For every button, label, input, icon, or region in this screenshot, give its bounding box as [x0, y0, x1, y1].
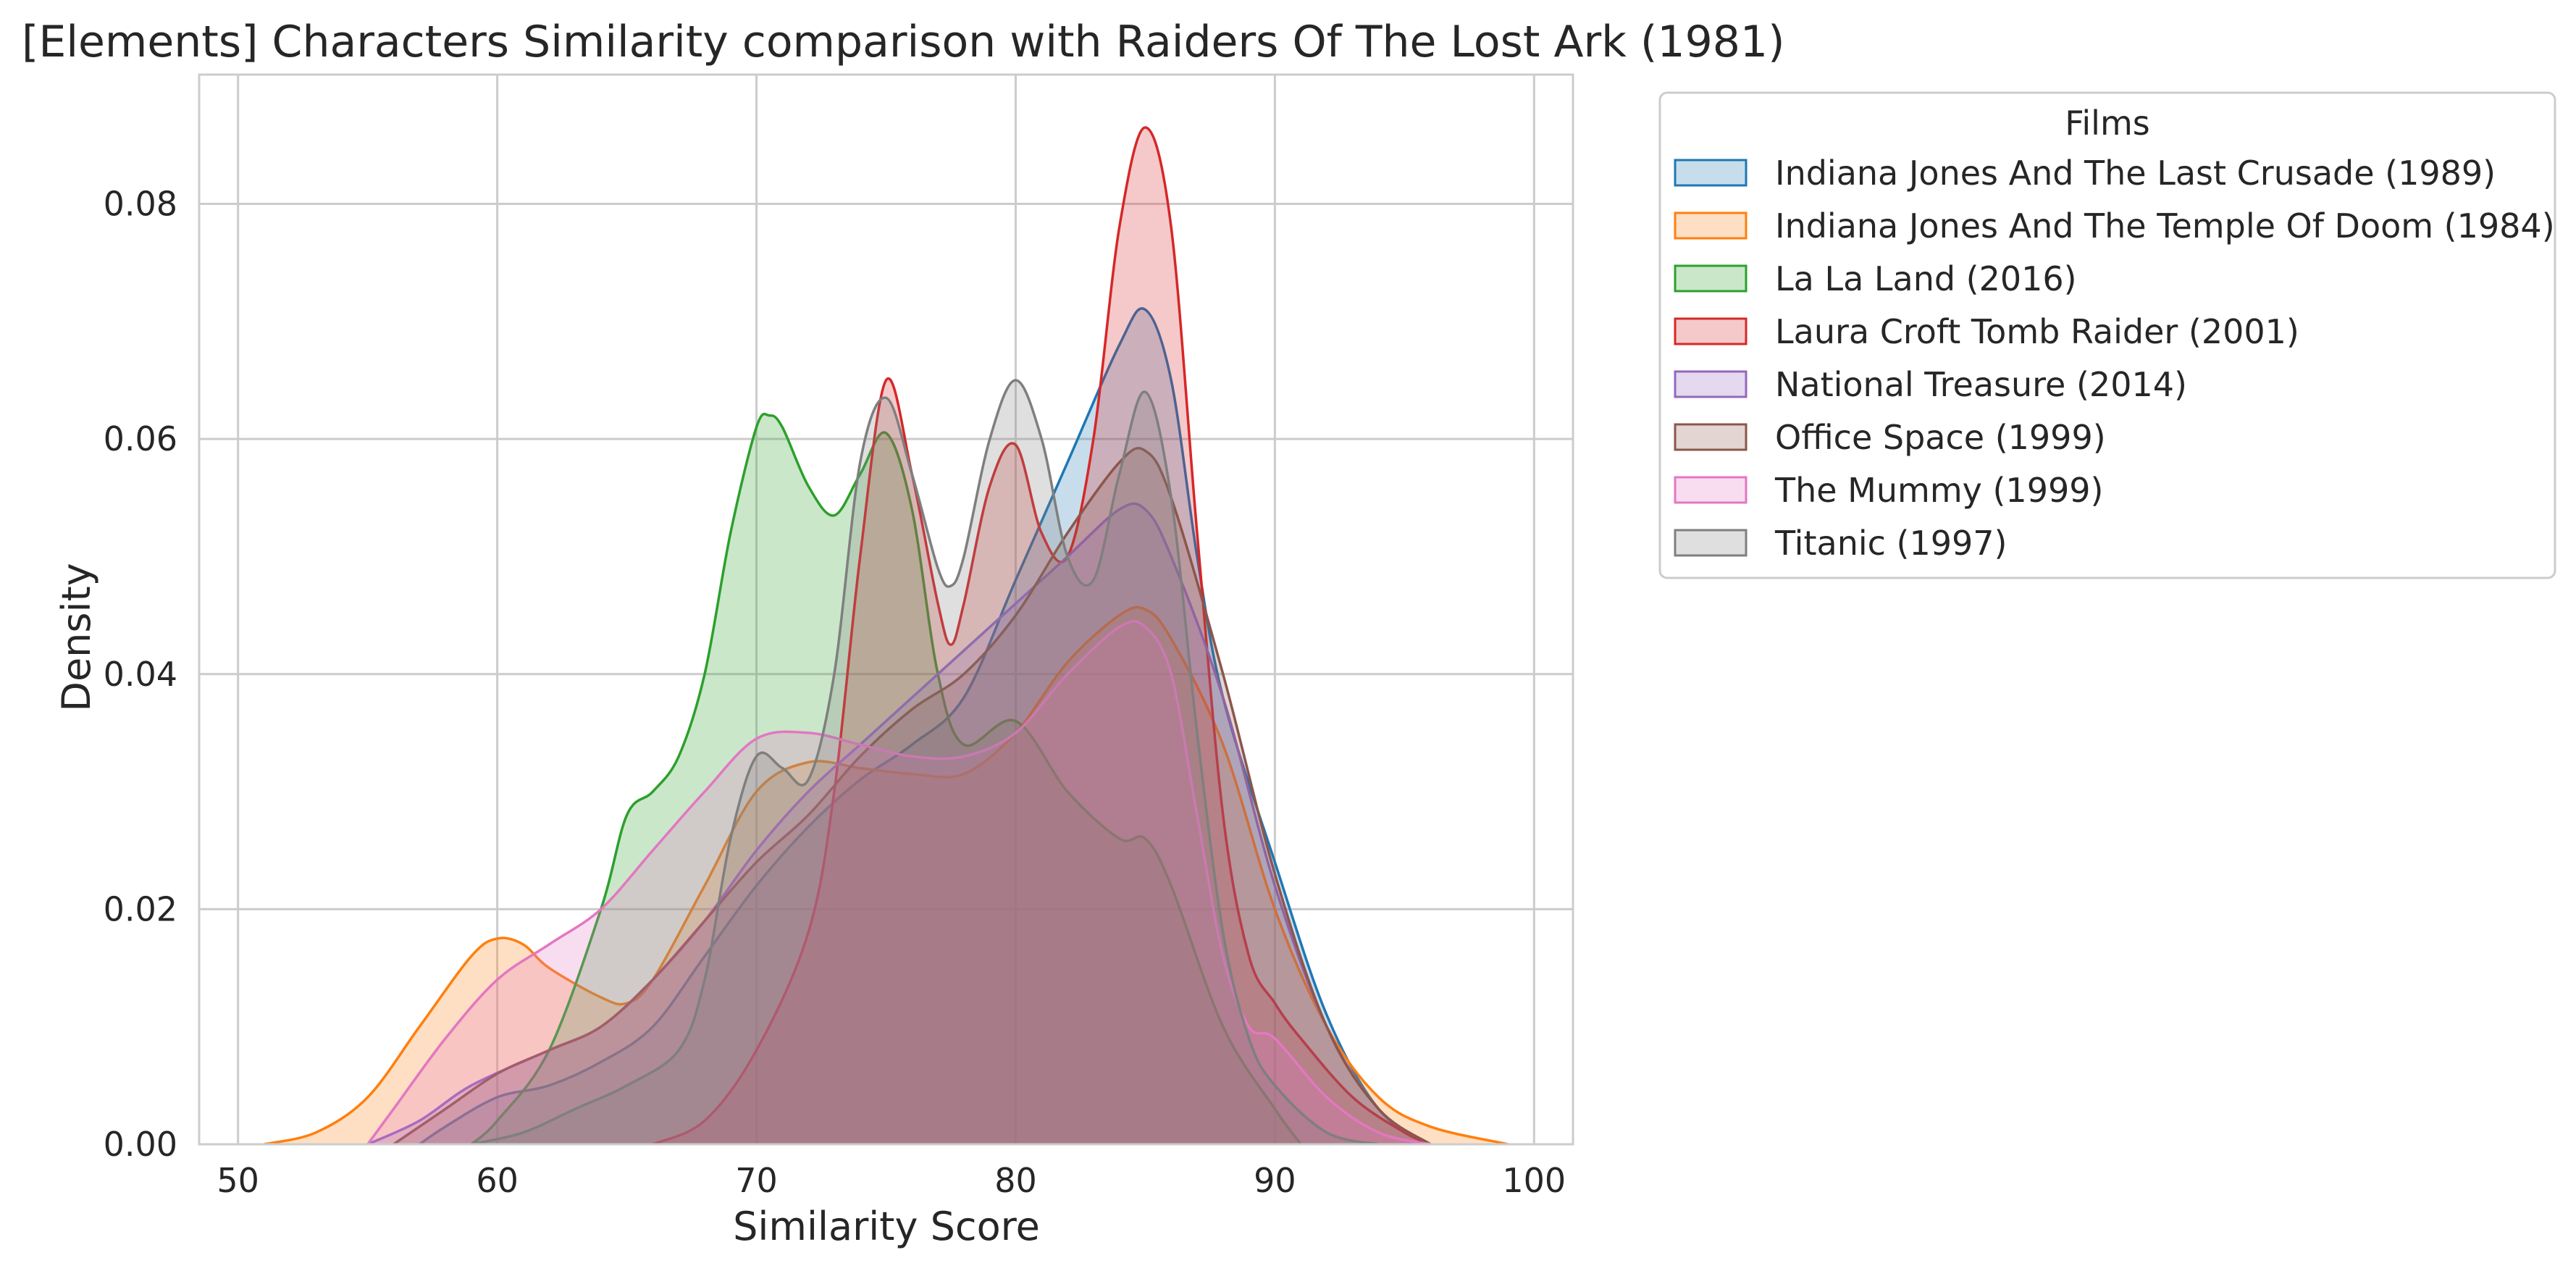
legend-item: Indiana Jones And The Temple Of Doom (19… — [1674, 206, 2555, 246]
series-area — [471, 380, 1379, 1144]
legend-item: Titanic (1997) — [1674, 524, 2007, 563]
series-area — [367, 621, 1431, 1144]
series-line — [471, 379, 1379, 1146]
legend-item: La La Land (2016) — [1674, 259, 2077, 298]
y-tick-label: 0.08 — [104, 185, 177, 224]
y-tick-label: 0.06 — [104, 419, 177, 458]
series-8 — [471, 379, 1379, 1146]
legend-title: Films — [2065, 104, 2149, 143]
series-area — [367, 503, 1431, 1144]
legend-items: Indiana Jones And The Last Crusade (1989… — [1674, 154, 2555, 563]
series-6 — [393, 447, 1432, 1146]
legend-item: National Treasure (2014) — [1674, 365, 2187, 404]
legend-box — [1658, 91, 2556, 579]
legend-swatch — [1674, 476, 1748, 504]
legend-label: Indiana Jones And The Temple Of Doom (19… — [1775, 206, 2555, 246]
legend-label: La La Land (2016) — [1775, 259, 2077, 298]
y-tick-label: 0.02 — [104, 889, 177, 928]
series-line — [470, 412, 1302, 1146]
x-tick-label: 100 — [1502, 1161, 1566, 1200]
legend-swatch — [1674, 211, 1748, 240]
y-axis-label: Density — [54, 563, 99, 711]
series-area — [393, 448, 1431, 1144]
series-layer — [264, 126, 1509, 1146]
legend-swatch — [1674, 529, 1748, 557]
chart-title: [Elements] Characters Similarity compari… — [22, 17, 1785, 67]
x-tick-label: 80 — [994, 1161, 1037, 1200]
series-area — [653, 127, 1431, 1144]
x-tick-label: 60 — [476, 1161, 519, 1200]
legend-label: National Treasure (2014) — [1775, 365, 2187, 404]
series-3 — [470, 412, 1302, 1146]
series-7 — [366, 619, 1431, 1146]
x-tick-label: 50 — [217, 1161, 259, 1200]
legend: Films Indiana Jones And The Last Crusade… — [1658, 91, 2556, 579]
y-tick-label: 0.04 — [104, 655, 177, 694]
series-line — [393, 447, 1432, 1146]
legend-label: Titanic (1997) — [1774, 524, 2007, 563]
legend-item: The Mummy (1999) — [1674, 471, 2103, 510]
x-axis-label: Similarity Score — [733, 1204, 1040, 1249]
legend-item: Office Space (1999) — [1674, 418, 2106, 457]
legend-item: Indiana Jones And The Last Crusade (1989… — [1674, 154, 2496, 193]
series-line — [366, 619, 1431, 1146]
legend-label: Office Space (1999) — [1775, 418, 2106, 457]
y-tick-label: 0.00 — [104, 1125, 177, 1164]
legend-swatch — [1674, 264, 1748, 293]
legend-swatch — [1674, 423, 1748, 451]
legend-swatch — [1674, 370, 1748, 398]
legend-swatch — [1674, 159, 1748, 187]
legend-item: Laura Croft Tomb Raider (2001) — [1674, 312, 2299, 351]
plot-frame — [198, 73, 1574, 1146]
series-line — [264, 605, 1509, 1146]
legend-label: Laura Croft Tomb Raider (2001) — [1775, 312, 2299, 351]
legend-swatch — [1674, 317, 1748, 345]
x-tick-label: 70 — [735, 1161, 778, 1200]
legend-label: Indiana Jones And The Last Crusade (1989… — [1775, 154, 2496, 193]
tick-labels: 50 60 70 80 90 100 0.00 0.02 0.04 0.06 0.08 — [104, 185, 1566, 1200]
legend-label: The Mummy (1999) — [1774, 471, 2103, 510]
series-area — [471, 414, 1301, 1144]
x-tick-label: 90 — [1254, 1161, 1296, 1200]
axes-frame — [198, 73, 1574, 1146]
